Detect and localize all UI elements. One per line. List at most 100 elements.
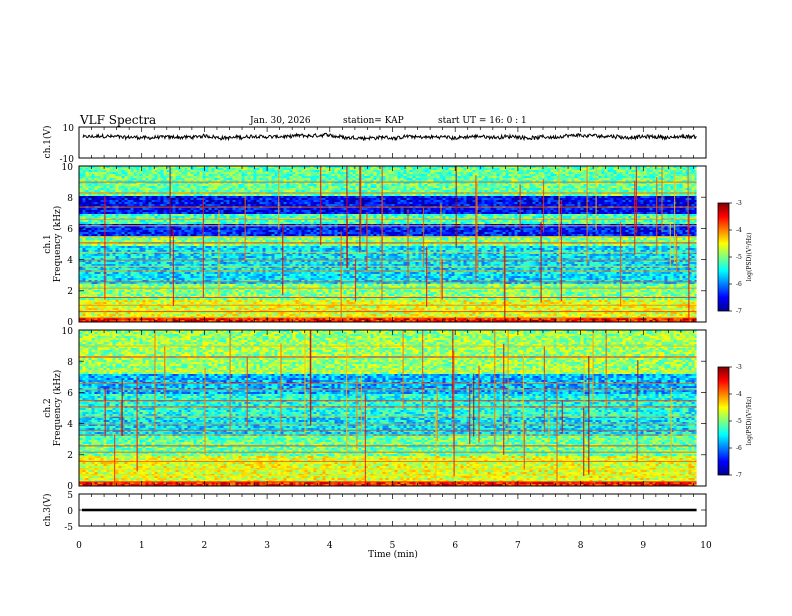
spectrogram-cell <box>149 190 152 192</box>
spectrogram-cell <box>257 212 260 214</box>
spectrogram-cell <box>263 232 266 234</box>
spectrogram-cell <box>194 250 197 252</box>
spectrogram-cell <box>140 254 143 256</box>
spectrogram-cell <box>179 264 182 266</box>
spectrogram-cell <box>239 268 242 270</box>
spectrogram-cell <box>176 246 179 248</box>
spectrogram-cell <box>146 220 149 222</box>
spectrogram-cell <box>140 274 143 276</box>
spectrogram-cell <box>188 220 191 222</box>
spectrogram-cell <box>251 220 254 222</box>
spectrogram-cell <box>245 174 248 176</box>
spectrogram-cell <box>260 204 263 206</box>
spectrogram-cell <box>155 214 158 216</box>
date-label: Jan. 30, 2026 <box>249 116 311 126</box>
spectrogram-cell <box>158 306 161 308</box>
spectrogram-cell <box>206 230 209 232</box>
spectrogram-cell <box>128 306 131 308</box>
spectrogram-cell <box>158 174 161 176</box>
spectrogram-cell <box>242 174 245 176</box>
spectrogram-cell <box>119 290 122 292</box>
spectrogram-cell <box>143 240 146 242</box>
spectrogram-cell <box>119 220 122 222</box>
spectrogram-cell <box>206 250 209 252</box>
spectrogram-cell <box>197 244 200 246</box>
spectrogram-cell <box>101 284 104 286</box>
spectrogram-cell <box>176 268 179 270</box>
spectrogram-cell <box>242 178 245 180</box>
spectrogram-cell <box>191 290 194 292</box>
spectrogram-cell <box>206 314 209 316</box>
spectrogram-cell <box>113 278 116 280</box>
spectrogram-cell <box>251 294 254 296</box>
spectrogram-cell <box>248 268 251 270</box>
spectrogram-cell <box>110 172 113 174</box>
spectrogram-cell <box>215 240 218 242</box>
spectrogram-cell <box>212 262 215 264</box>
spectrogram-cell <box>257 314 260 316</box>
spectrogram-cell <box>134 274 137 276</box>
spectrogram-cell <box>227 276 230 278</box>
spectrogram-cell <box>107 250 110 252</box>
spectrogram-cell <box>80 248 83 250</box>
spectrogram-cell <box>224 300 227 302</box>
spectrogram-cell <box>254 274 257 276</box>
spectrogram-cell <box>164 172 167 174</box>
spectrogram-cell <box>113 264 116 266</box>
spectrogram-cell <box>80 202 83 204</box>
spectrogram-cell <box>131 254 134 256</box>
spectrogram-cell <box>95 188 98 190</box>
spectrogram-cell <box>110 200 113 202</box>
spectrogram-cell <box>167 214 170 216</box>
spectrogram-cell <box>254 214 257 216</box>
spectrogram-cell <box>257 208 260 210</box>
spectrogram-cell <box>260 254 263 256</box>
spectrogram-cell <box>197 294 200 296</box>
spectrogram-cell <box>113 232 116 234</box>
spectrogram-cell <box>263 262 266 264</box>
spectrogram-cell <box>80 188 83 190</box>
spectrogram-cell <box>182 264 185 266</box>
spectrogram-cell <box>110 230 113 232</box>
spectrogram-cell <box>191 234 194 236</box>
spectrogram-cell <box>236 268 239 270</box>
spectrogram-cell <box>95 168 98 170</box>
spectrogram-cell <box>215 210 218 212</box>
spectrogram-cell <box>131 222 134 224</box>
spectrogram-cell <box>260 194 263 196</box>
spectrogram-cell <box>209 172 212 174</box>
spectrogram-cell <box>164 178 167 180</box>
spectrogram-cell <box>122 248 125 250</box>
spectrogram-cell <box>263 314 266 316</box>
spectrogram-cell <box>140 238 143 240</box>
spectrogram-cell <box>209 302 212 304</box>
spectrogram-cell <box>137 216 140 218</box>
spectrogram-cell <box>101 238 104 240</box>
spectrogram-cell <box>119 210 122 212</box>
spectrogram-cell <box>230 210 233 212</box>
spectrogram-cell <box>194 306 197 308</box>
spectrogram-cell <box>95 222 98 224</box>
spectrogram-cell <box>212 302 215 304</box>
spectrogram-cell <box>215 290 218 292</box>
spectrogram-cell <box>221 312 224 314</box>
spectrogram-cell <box>110 314 113 316</box>
spectrogram-cell <box>257 204 260 206</box>
spectrogram-cell <box>125 170 128 172</box>
spectrogram-cell <box>161 290 164 292</box>
spectrogram-cell <box>185 202 188 204</box>
spectrogram-cell <box>185 174 188 176</box>
spectrogram-cell <box>149 198 152 200</box>
spectrogram-cell <box>191 276 194 278</box>
spectrogram-cell <box>179 262 182 264</box>
spectrogram-cell <box>107 264 110 266</box>
spectrogram-cell <box>134 222 137 224</box>
spectrogram-cell <box>107 202 110 204</box>
spectrogram-cell <box>101 274 104 276</box>
spectrogram-cell <box>107 210 110 212</box>
spectrogram-cell <box>116 240 119 242</box>
spectrogram-cell <box>260 220 263 222</box>
spectrogram-cell <box>89 250 92 252</box>
spectrogram-cell <box>146 170 149 172</box>
spectrogram-cell <box>140 186 143 188</box>
